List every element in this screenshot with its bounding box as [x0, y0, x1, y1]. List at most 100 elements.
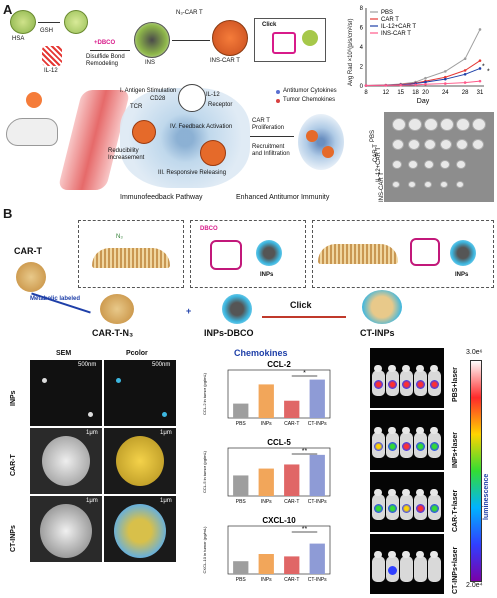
- chemokine-xtick: INPs: [261, 577, 272, 583]
- sem-ct-inps-cell: [40, 504, 92, 558]
- tumor-sample: [408, 139, 420, 150]
- chemokine-bar: [284, 556, 300, 574]
- significance-mark: **: [302, 526, 308, 533]
- pcolor-col-label: Pcolor: [126, 350, 148, 357]
- chemokine-chart-frame: [227, 525, 331, 575]
- chemokine-xtick: PBS: [236, 499, 247, 505]
- luminescence-spot: [416, 504, 425, 513]
- pcolor-cart-cell: [116, 436, 164, 486]
- chemokine-bar: [258, 384, 274, 418]
- chemokine-chart-title: CCL-2: [267, 360, 291, 369]
- cart-n3-icon: [100, 294, 134, 324]
- tumor-sample: [440, 160, 450, 169]
- receptor-label: Receptor: [208, 102, 233, 108]
- chemokine-bar: [284, 400, 300, 418]
- growth-significance: *: [487, 68, 490, 75]
- arrow-click: [262, 316, 346, 318]
- mouse-head: [374, 427, 382, 434]
- chemokine-ylabel: CXCL-10 in tumor (pg/mL): [202, 526, 207, 574]
- cart-cell-icon: [16, 262, 46, 292]
- growth-point: [399, 83, 402, 87]
- inps-dbco-label: INPs-DBCO: [204, 328, 254, 338]
- chemokine-bar: [284, 464, 300, 496]
- mouse-head: [430, 427, 438, 434]
- mouse-head: [374, 365, 382, 372]
- immunofeedback-label: Immunofeedback Pathway: [120, 194, 203, 201]
- tumor-sample: [408, 118, 422, 131]
- antigen-stimulation-label: I. Antigen Stimulation: [120, 88, 177, 94]
- growth-significance: *: [482, 63, 485, 70]
- chemokines-title: Chemokines: [234, 348, 288, 358]
- dbco-inset-label: DBCO: [200, 226, 218, 232]
- mouse-head: [388, 365, 396, 372]
- luminescence-spot: [402, 380, 411, 389]
- chemokine-charts: CCL-2 CCL-2 in tumor (pg/mL) PBS INPs CAR-T C…: [202, 360, 331, 583]
- growth-legend-label: CAR T: [381, 17, 399, 23]
- growth-point: [463, 81, 467, 84]
- chemokine-bar: [233, 475, 249, 496]
- tumor-sample: [456, 118, 470, 131]
- tumor-chemokines-dot: [276, 99, 280, 103]
- cart-n3-label: CAR-T-N₃: [92, 328, 134, 338]
- enhanced-immunity-illustration: [298, 114, 344, 170]
- chemokine-ylabel: CCL-5 in tumor (pg/mL): [202, 450, 207, 493]
- mouse: [386, 365, 399, 396]
- tumor-sample: [456, 181, 464, 188]
- luminescence-scale-bar: [470, 360, 482, 582]
- tumor-sample: [392, 139, 404, 150]
- ins-cart-small-icon: [26, 92, 42, 108]
- mouse: [400, 365, 413, 396]
- feedback-label: IV. Feedback Activation: [170, 124, 233, 130]
- mouse-head: [388, 427, 396, 434]
- hsa-label: HSA: [12, 36, 25, 42]
- growth-point: [478, 79, 482, 83]
- luminescence-spot: [430, 442, 439, 451]
- mouse: [428, 365, 441, 396]
- cart-cell-2: [200, 140, 226, 166]
- arrow-to-enhanced: [250, 136, 294, 137]
- growth-point: [444, 77, 447, 81]
- tumor-sample: [472, 118, 486, 131]
- growth-xtick: 8: [364, 90, 368, 96]
- growth-point: [444, 70, 447, 73]
- scale-inps-sem: 500nm: [78, 362, 97, 368]
- luminescence-spot: [402, 504, 411, 513]
- ins-label: INS: [145, 60, 156, 66]
- chemokine-chart-frame: [227, 369, 331, 419]
- reducibility-label: Reducibility Increasement: [108, 148, 145, 161]
- mouse: [400, 489, 413, 520]
- tumor-row-label: PBS: [370, 129, 376, 142]
- mouse-head: [416, 551, 424, 558]
- luminescence-spot: [374, 380, 383, 389]
- click-inset: [254, 18, 326, 62]
- tumor-sample: [424, 118, 438, 131]
- tumor-sample: [456, 160, 466, 169]
- n3-cart-label: N₃-CAR T: [176, 10, 203, 16]
- growth-xtick: 28: [462, 90, 469, 96]
- luminescence-spot: [388, 380, 397, 389]
- ct-inps-label: CT-INPs: [360, 328, 395, 338]
- tumor-chemokines-label: Tumor Chemokines: [283, 97, 336, 103]
- tumor-sample: [392, 118, 406, 131]
- growth-point: [444, 75, 447, 79]
- growth-point: [424, 76, 427, 80]
- responsive-label: III. Responsive Releasing: [158, 170, 227, 176]
- chemokine-xtick: CT-INPs: [308, 499, 327, 505]
- growth-legend-label: PBS: [381, 10, 393, 16]
- chemokine-xtick: CT-INPs: [308, 421, 327, 427]
- tumor-sample: [440, 139, 452, 150]
- growth-xlabel: Day: [417, 98, 430, 105]
- chemokine-xtick: CT-INPs: [308, 577, 327, 583]
- hsa-unfolded-icon: [64, 10, 88, 34]
- feedback-circle: [178, 84, 206, 112]
- ivis-label-pbs: PBS+laser: [452, 367, 459, 402]
- mouse: [428, 489, 441, 520]
- chemokine-bar: [309, 379, 325, 418]
- growth-xtick: 18: [412, 90, 419, 96]
- mouse: [428, 551, 441, 582]
- mouse-head: [430, 551, 438, 558]
- growth-point: [463, 69, 467, 72]
- mouse-head: [402, 551, 410, 558]
- growth-ylabel: Avg Rad ×10⁶(p/s/cm²/sr): [348, 18, 354, 86]
